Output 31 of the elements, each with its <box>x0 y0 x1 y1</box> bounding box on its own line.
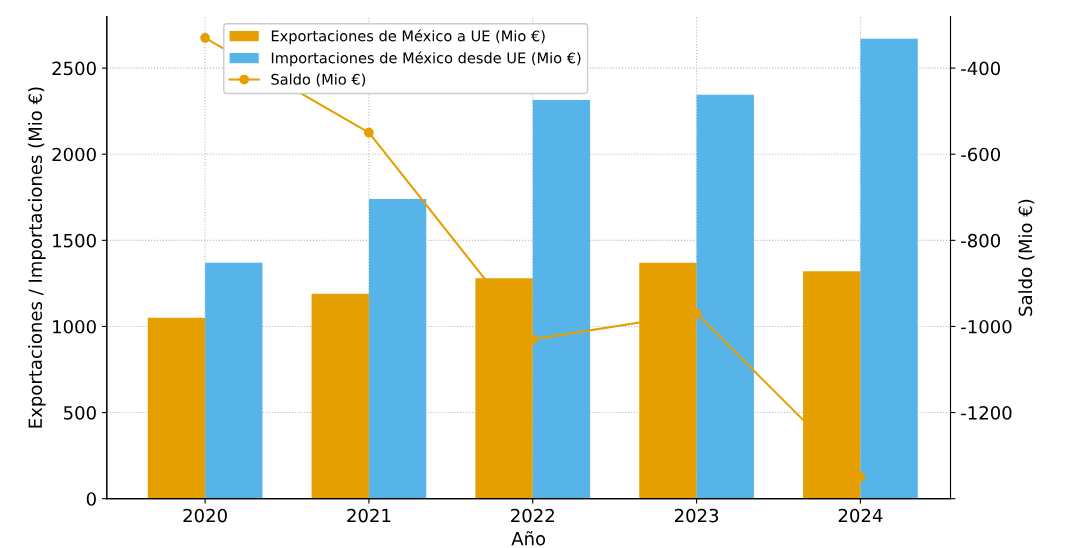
x-tick-label: 2022 <box>511 508 554 523</box>
legend-label: Saldo (Mio €) <box>271 73 366 87</box>
y-tick-label: 0 <box>86 492 96 506</box>
y-tick-label: 1000 <box>53 319 96 334</box>
y2-axis-title: Saldo (Mio €) <box>1018 199 1035 316</box>
legend-label: Exportaciones de México a UE (Mio €) <box>271 29 545 45</box>
x-tick-label: 2020 <box>183 508 227 523</box>
y-tick-label: 2500 <box>52 61 96 76</box>
y2-tick-label: -800 <box>961 233 1001 248</box>
bar <box>311 293 369 499</box>
y2-tick-label: -400 <box>961 61 1001 76</box>
bar <box>860 38 918 499</box>
x-tick-label: 2021 <box>347 508 391 523</box>
bar <box>147 317 206 499</box>
y-tick-label: 2000 <box>52 147 96 162</box>
y-tick-label: 500 <box>64 406 96 420</box>
y2-tick-label: -1200 <box>961 406 1012 420</box>
bar <box>532 99 591 499</box>
y-axis-title: Exportaciones / Importaciones (Mio €) <box>28 87 46 428</box>
y2-tick-label: -1000 <box>961 319 1012 334</box>
point <box>200 33 210 43</box>
bar <box>368 199 427 499</box>
legend-label: Importaciones de México desde UE (Mio €) <box>271 51 581 67</box>
y-tick-label: 1500 <box>53 233 96 248</box>
y2-tick-label: -600 <box>961 147 1001 162</box>
point <box>364 127 374 138</box>
x-axis-title: Año <box>511 531 546 546</box>
bar <box>696 94 754 499</box>
x-tick-label: 2023 <box>674 508 719 523</box>
x-tick-label: 2024 <box>838 508 883 523</box>
bar <box>205 262 263 499</box>
